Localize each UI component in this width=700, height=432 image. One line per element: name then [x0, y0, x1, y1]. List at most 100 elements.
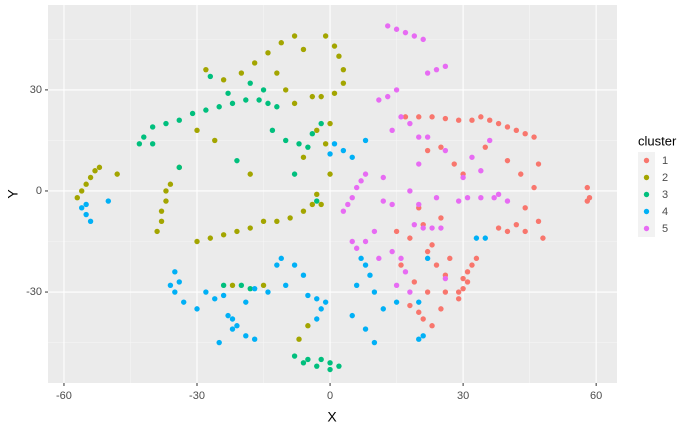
point [398, 255, 404, 262]
point [163, 120, 169, 127]
point [358, 178, 364, 184]
point [464, 195, 471, 201]
point [305, 292, 311, 299]
point [212, 296, 218, 302]
point [274, 104, 280, 110]
point [274, 218, 280, 224]
point [407, 188, 413, 194]
point [283, 282, 289, 288]
point [229, 316, 236, 322]
point [318, 201, 324, 208]
point [416, 309, 422, 315]
point [331, 141, 338, 147]
point [393, 228, 400, 235]
point [278, 40, 284, 46]
point [504, 157, 511, 164]
legend-marker [643, 208, 650, 215]
point [220, 292, 227, 299]
point [389, 248, 395, 255]
point [398, 114, 404, 120]
point [305, 323, 311, 329]
legend-label: 4 [662, 206, 668, 218]
point [305, 356, 311, 363]
point [380, 198, 386, 204]
point [318, 356, 324, 363]
point [385, 23, 391, 29]
point [442, 63, 449, 70]
point [216, 339, 222, 346]
point [433, 262, 440, 268]
point [194, 127, 200, 134]
x-tick-label: 60 [590, 390, 602, 402]
point [429, 225, 435, 231]
point [74, 195, 80, 201]
point [478, 114, 484, 120]
point [181, 299, 187, 305]
point [420, 36, 426, 43]
point [402, 114, 409, 120]
point [416, 161, 422, 167]
point [438, 144, 444, 150]
point [407, 120, 413, 127]
point [429, 242, 435, 248]
point [407, 289, 413, 295]
point [371, 228, 378, 235]
point [203, 66, 209, 73]
point [411, 279, 418, 285]
point [176, 164, 182, 171]
point [220, 77, 227, 83]
point [447, 255, 453, 262]
point [251, 285, 258, 292]
point [158, 208, 165, 214]
point [473, 235, 480, 241]
point [362, 262, 369, 268]
point [460, 174, 466, 181]
point [189, 110, 196, 117]
point [327, 366, 333, 373]
point [393, 282, 400, 288]
point [424, 248, 431, 255]
point [376, 97, 382, 103]
point [491, 195, 497, 201]
point [96, 164, 103, 171]
point [105, 198, 112, 204]
point [265, 100, 271, 107]
point [83, 181, 89, 187]
point [438, 215, 444, 221]
point [296, 141, 302, 147]
point [314, 191, 320, 198]
point [353, 245, 360, 251]
point [260, 87, 267, 93]
point [522, 228, 528, 235]
point [260, 282, 267, 288]
y-tick-label: -30 [26, 286, 42, 298]
point [238, 70, 245, 76]
point [291, 262, 298, 268]
point [469, 154, 475, 160]
point [455, 117, 462, 123]
point [336, 363, 342, 369]
point [322, 33, 329, 39]
point [172, 289, 178, 295]
point [296, 336, 302, 342]
point [411, 33, 418, 39]
legend-label: 1 [662, 155, 668, 167]
point [469, 117, 475, 123]
point [389, 201, 395, 208]
point [327, 120, 333, 127]
point [362, 326, 369, 332]
point [367, 272, 373, 278]
point [495, 225, 502, 231]
point [203, 107, 209, 113]
point [429, 323, 435, 329]
point [358, 255, 364, 262]
point [584, 184, 590, 191]
point [234, 157, 240, 164]
point [420, 316, 426, 322]
point [442, 275, 449, 282]
point [353, 282, 360, 288]
point [92, 168, 98, 174]
point [238, 282, 245, 288]
point [314, 296, 320, 302]
point [167, 181, 174, 187]
